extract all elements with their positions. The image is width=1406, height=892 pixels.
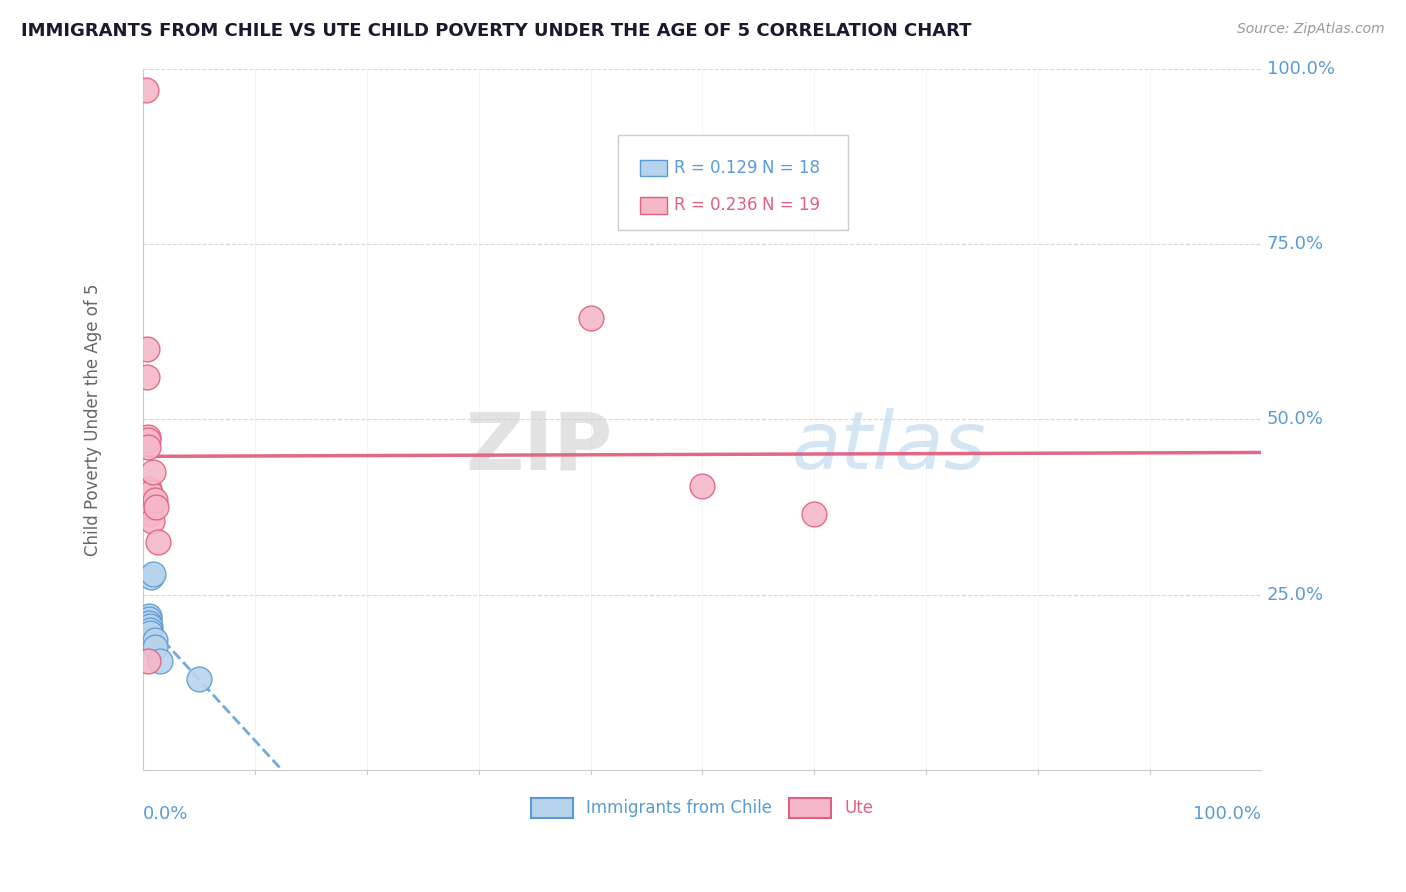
Text: 100.0%: 100.0% <box>1267 60 1334 78</box>
Point <box>138 630 160 644</box>
Point <box>149 654 172 668</box>
Point <box>135 342 157 356</box>
Point <box>139 486 162 500</box>
Point <box>136 430 159 444</box>
Text: R = 0.129: R = 0.129 <box>675 159 758 177</box>
Point <box>138 483 160 497</box>
Point <box>188 672 211 686</box>
FancyBboxPatch shape <box>619 136 848 230</box>
Point <box>145 500 167 514</box>
Point <box>138 507 160 521</box>
Text: IMMIGRANTS FROM CHILE VS UTE CHILD POVERTY UNDER THE AGE OF 5 CORRELATION CHART: IMMIGRANTS FROM CHILE VS UTE CHILD POVER… <box>21 22 972 40</box>
Point <box>141 514 163 528</box>
Text: R = 0.236: R = 0.236 <box>675 196 758 214</box>
Text: atlas: atlas <box>792 409 987 486</box>
Text: Source: ZipAtlas.com: Source: ZipAtlas.com <box>1237 22 1385 37</box>
Point <box>136 626 159 640</box>
Point <box>139 626 162 640</box>
Point <box>136 441 159 455</box>
Text: 0.0%: 0.0% <box>143 805 188 823</box>
Point <box>142 465 165 479</box>
Point <box>135 370 157 384</box>
Point <box>803 507 825 521</box>
Point <box>139 619 162 633</box>
Point <box>138 615 160 630</box>
Point <box>136 654 159 668</box>
Text: 75.0%: 75.0% <box>1267 235 1324 253</box>
Point <box>138 612 160 626</box>
Point <box>135 82 157 96</box>
Point <box>142 566 165 581</box>
Point <box>141 500 163 514</box>
Legend: Immigrants from Chile, Ute: Immigrants from Chile, Ute <box>524 791 880 825</box>
Text: 25.0%: 25.0% <box>1267 586 1324 604</box>
Text: 50.0%: 50.0% <box>1267 410 1324 428</box>
Point <box>139 633 162 648</box>
Point <box>143 633 166 648</box>
Point <box>139 623 162 637</box>
Point <box>692 479 714 493</box>
FancyBboxPatch shape <box>640 197 666 213</box>
Text: N = 19: N = 19 <box>762 196 820 214</box>
FancyBboxPatch shape <box>640 160 666 177</box>
Point <box>136 633 159 648</box>
Point <box>138 626 160 640</box>
Text: ZIP: ZIP <box>465 409 613 486</box>
Text: N = 18: N = 18 <box>762 159 820 177</box>
Point <box>136 434 159 448</box>
Point <box>138 608 160 623</box>
Point <box>136 619 159 633</box>
Text: Child Poverty Under the Age of 5: Child Poverty Under the Age of 5 <box>84 283 103 556</box>
Point <box>143 640 166 655</box>
Point <box>146 535 169 549</box>
Point <box>143 492 166 507</box>
Text: 100.0%: 100.0% <box>1194 805 1261 823</box>
Point <box>141 570 163 584</box>
Point <box>579 310 602 325</box>
